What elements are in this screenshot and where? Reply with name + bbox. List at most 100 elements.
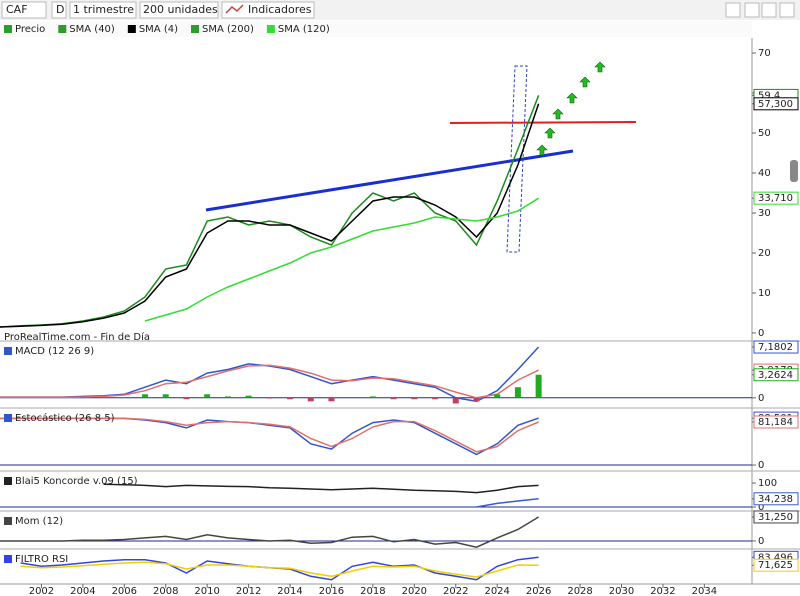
indicators-button[interactable] bbox=[221, 1, 315, 19]
histogram-bar bbox=[245, 395, 252, 398]
histogram-bar bbox=[432, 397, 439, 400]
legend-label: SMA (120) bbox=[278, 24, 330, 35]
panel bbox=[0, 483, 752, 508]
panel-title: Estocástico (26 8 5) bbox=[15, 412, 115, 424]
legend-label: Precio bbox=[15, 24, 45, 35]
histogram-bar bbox=[494, 394, 501, 398]
value-box bbox=[753, 510, 799, 524]
series-line bbox=[0, 516, 539, 548]
panel bbox=[0, 516, 752, 548]
y-tick-label: 81,184 bbox=[758, 417, 793, 428]
minimize-button[interactable] bbox=[744, 2, 760, 18]
legend: Precio SMA (40) SMA (4) SMA (200) SMA (120) bbox=[0, 21, 752, 37]
series-line bbox=[0, 103, 540, 328]
y-tick-label: 30 bbox=[758, 208, 771, 219]
x-tick-label: 2004 bbox=[70, 586, 95, 596]
period: 1 trimestre bbox=[73, 3, 134, 16]
close-button[interactable] bbox=[779, 2, 795, 18]
toolbar: CAF D 1 trimestre 200 unidades Indicador… bbox=[0, 0, 800, 20]
zoom-button[interactable] bbox=[725, 2, 741, 18]
units-button[interactable] bbox=[139, 1, 219, 19]
panel-title: Mom (12) bbox=[15, 516, 63, 527]
legend-swatch bbox=[58, 25, 67, 33]
histogram-bar bbox=[162, 394, 169, 398]
histogram-bar bbox=[411, 397, 418, 400]
y-tick-label: 31,250 bbox=[758, 512, 793, 523]
x-tick-label: 2008 bbox=[153, 586, 178, 596]
legend-bg bbox=[0, 21, 752, 37]
histogram-bar bbox=[473, 397, 480, 402]
x-tick-label: 2002 bbox=[29, 586, 54, 596]
histogram-bar bbox=[183, 397, 190, 400]
histogram-bar bbox=[369, 396, 376, 398]
panel bbox=[0, 95, 540, 328]
y-tick-label: 100 bbox=[758, 478, 777, 489]
y-tick-label: 10 bbox=[758, 288, 771, 299]
panel-title: MACD (12 26 9) bbox=[15, 346, 94, 357]
period-button[interactable] bbox=[69, 1, 137, 19]
value-box bbox=[753, 492, 799, 506]
y-tick-label: 83,496 bbox=[758, 552, 793, 563]
histogram-bar bbox=[535, 374, 542, 398]
indicators-icon bbox=[225, 4, 244, 14]
y-tick-label: 7,1802 bbox=[758, 342, 793, 353]
panel-title-icon bbox=[4, 477, 12, 485]
x-tick-label: 2006 bbox=[112, 586, 137, 596]
y-tick-label: 57,300 bbox=[758, 99, 793, 110]
arrow bbox=[579, 76, 591, 88]
symbol-button[interactable] bbox=[1, 1, 47, 19]
y-tick-label: 70 bbox=[758, 48, 771, 59]
y-tick-label: 50 bbox=[758, 128, 771, 139]
panel bbox=[0, 346, 752, 404]
panel bbox=[20, 556, 539, 581]
y-tick-label: 0 bbox=[758, 460, 764, 471]
series-line bbox=[476, 498, 539, 508]
legend-swatch bbox=[4, 25, 12, 33]
arrow bbox=[594, 61, 606, 73]
y-tick-label: 0 bbox=[758, 328, 764, 339]
value-box bbox=[753, 558, 799, 572]
y-tick-label: 33,710 bbox=[758, 193, 793, 204]
histogram-bar bbox=[204, 394, 211, 398]
x-tick-label: 2030 bbox=[609, 586, 634, 596]
units: 200 unidades bbox=[143, 3, 218, 16]
series-line bbox=[144, 197, 539, 322]
histogram-bar bbox=[100, 397, 107, 398]
y-tick-label: 0 bbox=[758, 536, 764, 547]
y-tick-label: 0 bbox=[758, 393, 764, 404]
x-tick-label: 2010 bbox=[194, 586, 219, 596]
series-line bbox=[103, 483, 539, 494]
x-tick-label: 2024 bbox=[484, 586, 509, 596]
y-tick-label: 71,625 bbox=[758, 560, 793, 571]
panel-title: Blai5 Koncorde v.09 (15) bbox=[15, 476, 138, 487]
legend-swatch bbox=[266, 25, 275, 33]
x-tick-label: 2028 bbox=[567, 586, 592, 596]
frequency-button[interactable] bbox=[51, 1, 67, 19]
histogram-bar bbox=[79, 397, 86, 398]
drawings bbox=[205, 61, 637, 253]
maximize-button[interactable] bbox=[761, 2, 777, 18]
legend-label: SMA (4) bbox=[139, 24, 178, 35]
arrow bbox=[544, 127, 556, 139]
x-tick-label: 2018 bbox=[360, 586, 385, 596]
scrollbar[interactable] bbox=[790, 160, 798, 182]
legend-swatch bbox=[191, 25, 199, 33]
legend-swatch bbox=[127, 25, 136, 33]
histogram-bar bbox=[224, 396, 231, 398]
series-line bbox=[20, 561, 539, 578]
symbol: CAF bbox=[6, 3, 28, 16]
histogram-bar bbox=[266, 397, 273, 399]
footer-note: ProRealTime.com - Fin de Día bbox=[4, 331, 150, 343]
value-box bbox=[753, 415, 799, 429]
panel-title-icon bbox=[4, 555, 12, 563]
y-tick-label: 20 bbox=[758, 248, 771, 259]
y-tick-label: 3,2624 bbox=[758, 370, 793, 381]
legend-label: SMA (200) bbox=[202, 24, 254, 35]
arrows bbox=[536, 61, 606, 156]
histogram-bar bbox=[349, 397, 356, 398]
value-box bbox=[753, 191, 799, 205]
histogram-bar bbox=[287, 397, 294, 400]
arrow bbox=[552, 108, 564, 120]
x-tick-label: 2032 bbox=[650, 586, 675, 596]
